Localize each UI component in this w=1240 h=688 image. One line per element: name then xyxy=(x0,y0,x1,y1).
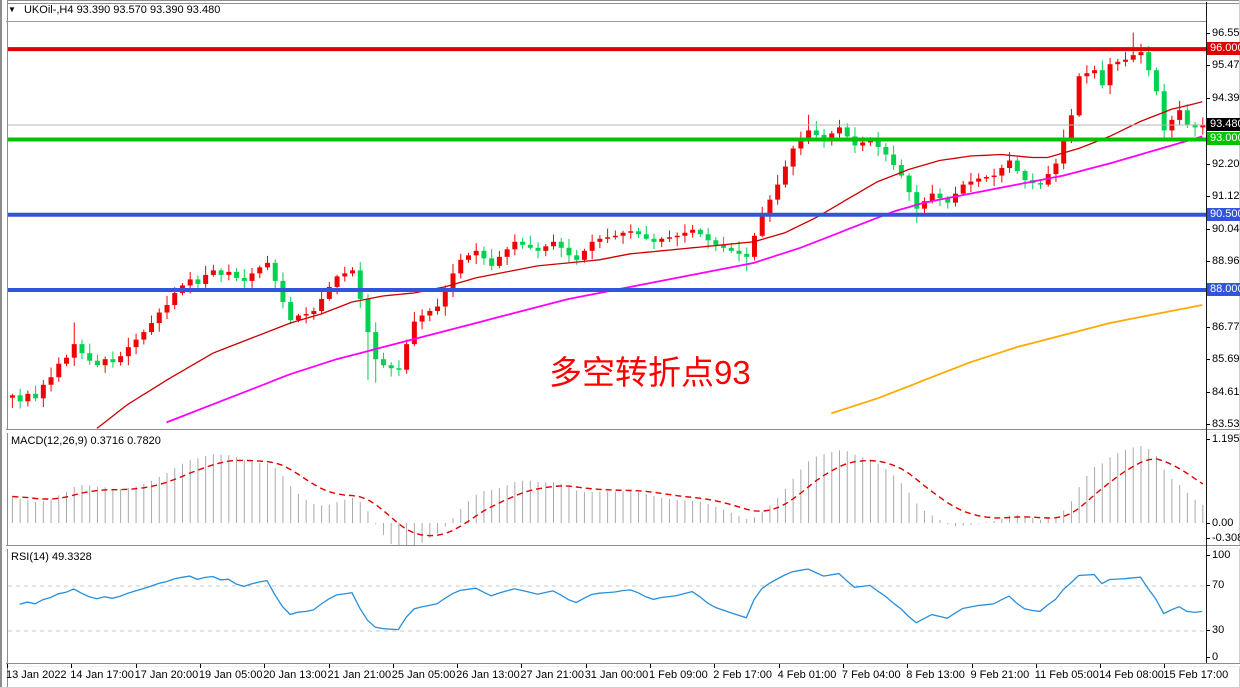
window-top-border xyxy=(0,0,1240,4)
time-tick-mark xyxy=(842,664,844,668)
ohlc-readout: 93.390 93.570 93.390 93.480 xyxy=(76,4,221,16)
time-tick-mark xyxy=(264,664,266,668)
time-axis-label: 31 Jan 00:00 xyxy=(584,669,649,681)
rsi-canvas[interactable] xyxy=(8,548,1206,663)
macd-axis-label: -0.3087 xyxy=(1212,532,1240,544)
price-tick-label: 94.390 xyxy=(1212,91,1240,104)
time-axis-label: 1 Feb 09:00 xyxy=(649,669,708,681)
rsi-axis-tick xyxy=(1206,585,1210,586)
macd-axis-tick xyxy=(1206,523,1210,524)
time-tick-mark xyxy=(714,664,716,668)
price-badge: 90.500 xyxy=(1207,207,1240,221)
main-chart-canvas[interactable] xyxy=(8,22,1206,429)
price-tick-label: 96.550 xyxy=(1212,26,1240,39)
time-axis-label: 26 Jan 13:00 xyxy=(456,669,520,681)
time-axis-divider xyxy=(6,663,1240,667)
time-tick-mark xyxy=(199,664,201,668)
rsi-label: RSI(14) 49.3328 xyxy=(11,551,92,563)
price-tick-label: 88.960 xyxy=(1212,255,1240,268)
price-tick-mark xyxy=(1206,359,1210,361)
price-tick-label: 85.690 xyxy=(1212,353,1240,366)
time-axis-label: 4 Feb 01:00 xyxy=(777,669,837,681)
price-tick-label: 83.530 xyxy=(1212,418,1240,431)
rsi-axis-tick xyxy=(1206,555,1210,556)
time-tick-mark xyxy=(1164,664,1166,668)
price-badge: 88.000 xyxy=(1207,282,1240,296)
price-tick-mark xyxy=(1206,391,1210,393)
rsi-axis-label: 30 xyxy=(1212,624,1225,636)
time-axis-label: 15 Feb 17:00 xyxy=(1163,669,1229,681)
macd-label: MACD(12,26,9) 0.3716 0.7820 xyxy=(11,435,161,447)
macd-canvas[interactable] xyxy=(8,432,1206,545)
time-axis-label: 13 Jan 2022 xyxy=(6,669,67,681)
window-left-border xyxy=(0,0,8,688)
chart-titlebar: ▼ UKOil-,H4 93.390 93.570 93.390 93.480 xyxy=(8,4,220,20)
price-tick-mark xyxy=(1206,228,1210,230)
macd-axis-label: 1.1951 xyxy=(1212,433,1240,446)
price-tick-label: 84.610 xyxy=(1212,385,1240,398)
price-tick-mark xyxy=(1206,32,1210,34)
time-tick-mark xyxy=(328,664,330,668)
time-tick-mark xyxy=(521,664,523,668)
symbol-timeframe-label: UKOil-,H4 xyxy=(23,4,74,16)
time-tick-mark xyxy=(135,664,137,668)
time-axis-label: 21 Jan 21:00 xyxy=(327,669,392,681)
time-axis-label: 2 Feb 17:00 xyxy=(713,669,773,681)
time-tick-mark xyxy=(392,664,394,668)
symbol-dropdown-icon[interactable]: ▼ xyxy=(8,5,16,14)
macd-axis-label: 0.00 xyxy=(1212,517,1234,529)
price-tick-mark xyxy=(1206,196,1210,198)
price-tick-label: 86.770 xyxy=(1212,320,1240,333)
time-axis-label: 14 Jan 17:00 xyxy=(70,669,134,681)
time-tick-mark xyxy=(778,664,780,668)
price-tick-label: 91.120 xyxy=(1212,190,1240,203)
price-badge: 96.000 xyxy=(1207,42,1240,56)
time-axis-label: 11 Feb 05:00 xyxy=(1034,669,1099,681)
time-tick-mark xyxy=(585,664,587,668)
time-tick-mark xyxy=(457,664,459,668)
time-tick-mark xyxy=(7,664,8,668)
macd-axis-tick xyxy=(1206,439,1210,441)
price-tick-label: 92.200 xyxy=(1212,157,1240,170)
titlebar-divider xyxy=(6,21,1206,22)
price-axis-line xyxy=(1206,2,1207,663)
rsi-axis-label: 70 xyxy=(1212,579,1225,591)
time-axis-label: 14 Feb 08:00 xyxy=(1099,669,1164,681)
annotation-text: 多空转折点93 xyxy=(549,354,751,391)
time-tick-mark xyxy=(1100,664,1102,668)
time-axis-label: 9 Feb 21:00 xyxy=(970,669,1030,681)
time-tick-mark xyxy=(907,664,909,668)
price-tick-label: 90.040 xyxy=(1212,222,1240,235)
price-tick-mark xyxy=(1206,97,1210,99)
time-tick-mark xyxy=(650,664,651,668)
price-tick-mark xyxy=(1206,163,1210,165)
time-tick-mark xyxy=(1035,664,1037,668)
time-axis-label: 17 Jan 20:00 xyxy=(134,669,199,681)
price-tick-mark xyxy=(1206,65,1210,67)
price-badge: 93.480 xyxy=(1207,118,1240,131)
time-axis-label: 19 Jan 05:00 xyxy=(198,669,263,681)
rsi-axis-tick xyxy=(1206,657,1210,658)
time-axis-label: 20 Jan 13:00 xyxy=(263,669,327,681)
time-axis-label: 8 Feb 13:00 xyxy=(906,669,965,681)
price-tick-label: 95.470 xyxy=(1212,59,1240,72)
price-badge: 93.000 xyxy=(1207,132,1240,146)
macd-axis-tick xyxy=(1206,538,1210,539)
rsi-axis-tick xyxy=(1206,630,1210,631)
time-tick-mark xyxy=(71,664,73,668)
price-tick-mark xyxy=(1206,326,1210,328)
time-axis-label: 25 Jan 05:00 xyxy=(391,669,456,681)
time-tick-mark xyxy=(971,664,973,668)
price-tick-mark xyxy=(1206,424,1210,426)
rsi-axis-label: 100 xyxy=(1212,549,1231,561)
time-axis-label: 27 Jan 21:00 xyxy=(520,669,585,681)
price-tick-mark xyxy=(1206,261,1210,263)
rsi-axis-label: 0 xyxy=(1212,651,1219,663)
time-axis-label: 7 Feb 04:00 xyxy=(841,669,901,681)
